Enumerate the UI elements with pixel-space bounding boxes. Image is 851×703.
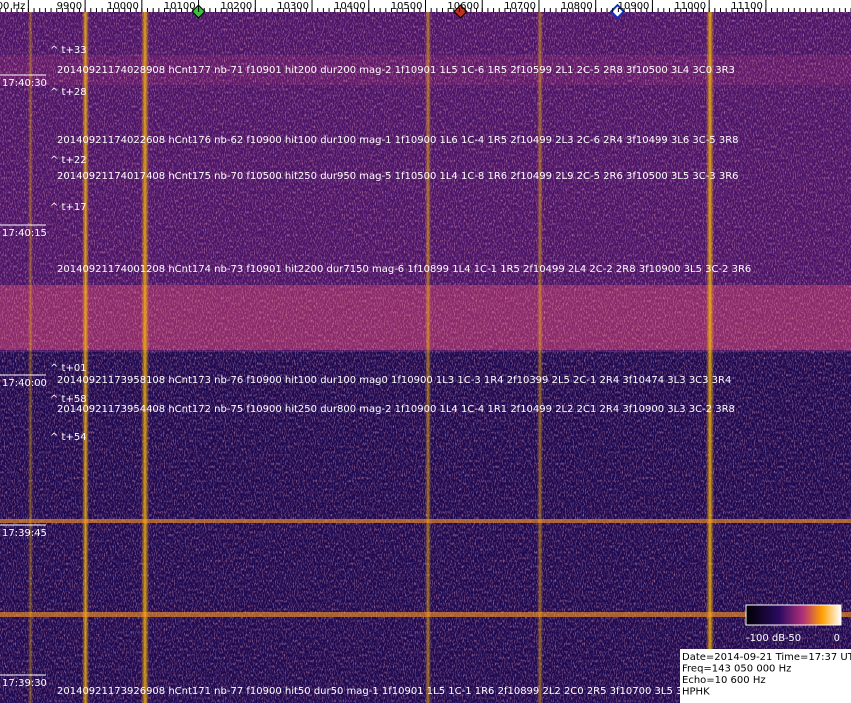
markers	[191, 3, 626, 20]
time-label: 17:39:30	[2, 678, 47, 689]
colorbar-label: -100 dB	[746, 633, 785, 644]
tick-label: 11000	[674, 1, 706, 12]
offset-label: ^ t+22	[50, 155, 87, 166]
detection-line: 20140921174017408 hCnt175 nb-70 f10500 h…	[57, 171, 739, 182]
offset-label: ^ t+01	[50, 363, 87, 374]
offset-label: ^ t+54	[50, 432, 87, 443]
detection-line: 20140921174001208 hCnt174 nb-73 f10901 h…	[57, 264, 751, 275]
detection-line: 20140921173954408 hCnt172 nb-75 f10900 h…	[57, 404, 735, 415]
colorbar	[745, 604, 842, 626]
time-label: 17:39:45	[2, 528, 47, 539]
colorbar-label: 0	[834, 633, 840, 644]
carrier-lines	[0, 12, 851, 703]
detection-line: 20140921174022608 hCnt176 nb-62 f10900 h…	[57, 135, 739, 146]
offset-label: ^ t+33	[50, 45, 87, 56]
tick-label: 10900	[618, 1, 650, 12]
detection-line: 20140921173958108 hCnt173 nb-76 f10900 h…	[57, 375, 731, 386]
tick-label: 11100	[731, 1, 763, 12]
offset-label: ^ t+17	[50, 202, 87, 213]
info-line: Date=2014-09-21 Time=17:37 UTC	[682, 652, 851, 663]
offset-label: ^ t+28	[50, 87, 87, 98]
offset-label: ^ t+58	[50, 394, 87, 405]
tick-label: 10100	[164, 1, 196, 12]
time-label: 17:40:30	[2, 78, 47, 89]
info-box	[680, 649, 851, 703]
tick-label: 9800 Hz	[0, 1, 25, 12]
tick-label: 10300	[277, 1, 309, 12]
tick-label: 9900	[57, 1, 82, 12]
tick-label: 10000	[107, 1, 139, 12]
tick-label: 10700	[504, 1, 536, 12]
info-line: HPHK	[682, 687, 710, 698]
tick-label: 10500	[391, 1, 423, 12]
tick-label: 10800	[561, 1, 593, 12]
info-line: Echo=10 600 Hz	[682, 675, 766, 686]
tick-label: 10600	[447, 1, 479, 12]
tick-label: 10400	[334, 1, 366, 12]
detection-line: 20140921173926908 hCnt171 nb-77 f10900 h…	[57, 686, 722, 697]
tick-label: 10200	[220, 1, 252, 12]
info-line: Freq=143 050 000 Hz	[682, 664, 791, 675]
time-label: 17:40:15	[2, 228, 47, 239]
detection-line: 20140921174028908 hCnt177 nb-71 f10901 h…	[57, 65, 735, 76]
time-label: 17:40:00	[2, 378, 47, 389]
colorbar-label: -50	[785, 633, 801, 644]
